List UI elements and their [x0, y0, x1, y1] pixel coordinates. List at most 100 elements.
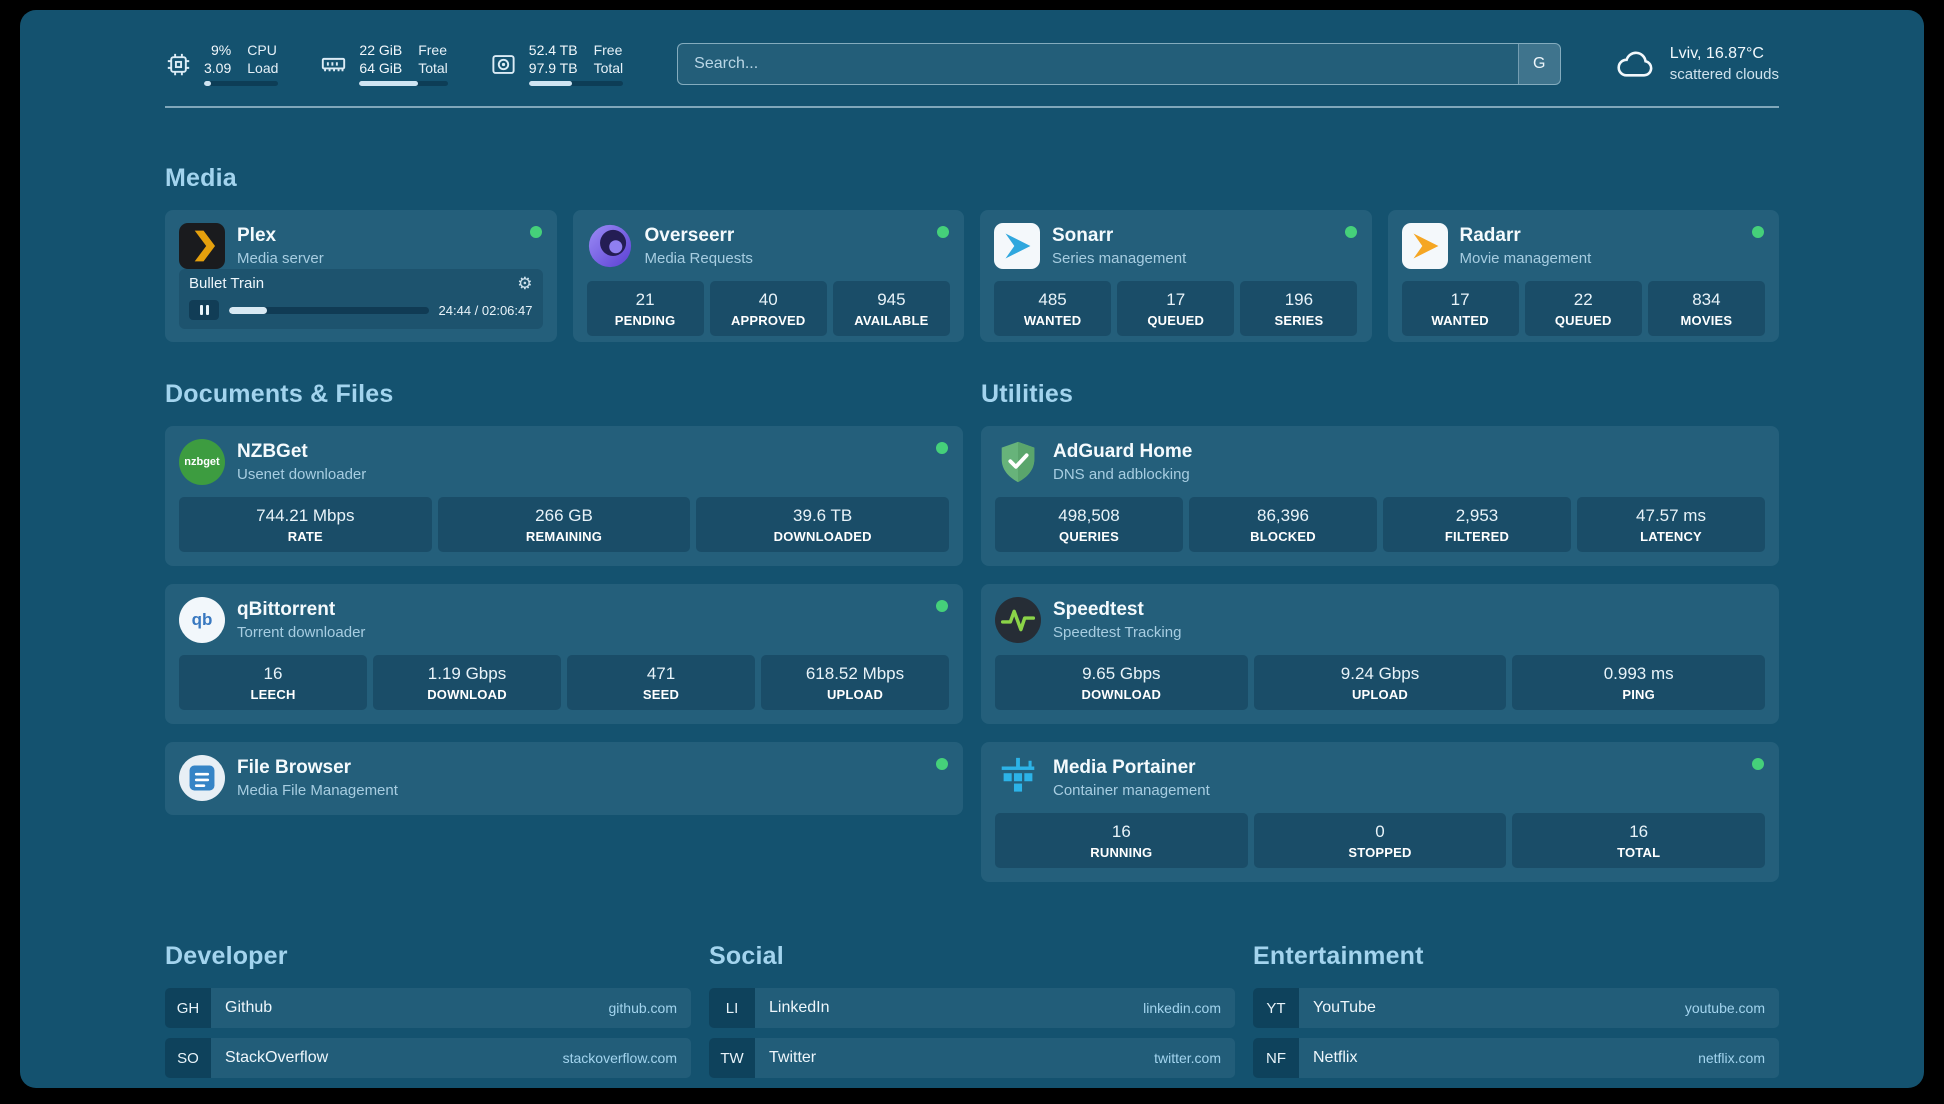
search-bar: G	[677, 43, 1561, 86]
section-documents: Documents & Files nzbget NZBGet Usenet d…	[165, 380, 963, 816]
disk-widget: 52.4 TB Free 97.9 TB Total	[490, 42, 624, 87]
bookmark-abbr: GH	[165, 988, 211, 1029]
stat-remaining: 266 GB REMAINING	[437, 497, 691, 553]
memory-free-value: 22 GiB	[359, 42, 403, 58]
service-card-nzbget[interactable]: nzbget NZBGet Usenet downloader 744.21 M…	[165, 426, 963, 567]
adguard-icon	[995, 439, 1041, 485]
service-subtitle: Container management	[1053, 782, 1210, 800]
stat-leech: 16 LEECH	[179, 655, 367, 711]
service-card-radarr[interactable]: Radarr Movie management 17 WANTED 22 QUE…	[1387, 210, 1779, 343]
bookmark-github[interactable]: GH Github github.com	[165, 988, 691, 1029]
service-card-adguard[interactable]: AdGuard Home DNS and adblocking 498,508 …	[981, 426, 1779, 567]
filebrowser-icon	[179, 755, 225, 802]
search-input[interactable]	[678, 44, 1518, 85]
service-card-filebrowser[interactable]: File Browser Media File Management	[165, 742, 963, 816]
qbittorrent-icon: qb	[179, 597, 225, 644]
bookmark-url: linkedin.com	[1143, 1000, 1221, 1017]
stat-stopped: 0 STOPPED	[1253, 813, 1507, 869]
service-name: File Browser	[237, 757, 352, 779]
stat-filtered: 2,953 FILTERED	[1383, 497, 1571, 553]
playback-time: 24:44 / 02:06:47	[438, 302, 533, 318]
section-social: Social LI LinkedIn linkedin.com TW Twitt…	[709, 942, 1235, 1088]
service-subtitle: Media File Management	[237, 782, 398, 800]
status-dot	[936, 442, 948, 455]
service-name: Radarr	[1459, 225, 1521, 247]
cloud-icon	[1615, 47, 1657, 81]
plex-now-playing: Bullet Train ⚙ 24:44 / 02:06:47	[179, 269, 543, 330]
cpu-widget: 9% CPU 3.09 Load	[165, 42, 279, 87]
bookmark-url: netflix.com	[1698, 1050, 1765, 1067]
service-name: Media Portainer	[1053, 757, 1196, 779]
bookmark-abbr: YT	[1253, 988, 1299, 1029]
service-subtitle: Torrent downloader	[237, 624, 366, 642]
disk-free-value: 52.4 TB	[528, 42, 578, 58]
resource-widgets: 9% CPU 3.09 Load	[165, 42, 624, 87]
bookmark-url: youtube.com	[1684, 1000, 1765, 1017]
service-name: Plex	[237, 225, 277, 247]
bookmark-abbr: LI	[709, 988, 755, 1029]
stat-available: 945 AVAILABLE	[832, 281, 950, 337]
bookmark-youtube[interactable]: YT YouTube youtube.com	[1253, 988, 1779, 1029]
stat-queued: 17 QUEUED	[1117, 281, 1235, 337]
bookmark-abbr: NF	[1253, 1038, 1299, 1079]
stat-upload: 9.24 Gbps UPLOAD	[1253, 655, 1507, 711]
status-dot	[529, 226, 542, 239]
pause-button[interactable]	[189, 300, 219, 321]
overseerr-icon	[587, 223, 633, 269]
service-card-portainer[interactable]: Media Portainer Container management 16 …	[981, 742, 1779, 883]
service-card-plex[interactable]: Plex Media server Bullet Train ⚙	[165, 210, 557, 343]
memory-icon	[320, 51, 347, 78]
stat-latency: 47.57 ms LATENCY	[1577, 497, 1765, 553]
stat-wanted: 17 WANTED	[1401, 281, 1519, 337]
section-title-utilities: Utilities	[981, 380, 1074, 409]
section-title-media: Media	[165, 164, 237, 193]
service-subtitle: Series management	[1052, 250, 1187, 268]
radarr-icon	[1401, 223, 1448, 270]
stat-ping: 0.993 ms PING	[1512, 655, 1765, 711]
bookmark-url: stackoverflow.com	[562, 1050, 677, 1067]
stat-rate: 744.21 Mbps RATE	[179, 497, 432, 553]
section-title-developer: Developer	[165, 942, 288, 971]
stat-pending: 21 PENDING	[586, 281, 704, 337]
bookmark-stackoverflow[interactable]: SO StackOverflow stackoverflow.com	[165, 1038, 691, 1079]
bookmark-name: StackOverflow	[225, 1049, 329, 1067]
service-name: qBittorrent	[237, 599, 336, 621]
service-name: AdGuard Home	[1053, 441, 1193, 463]
stat-total: 16 TOTAL	[1512, 813, 1765, 869]
bookmark-name: LinkedIn	[769, 999, 830, 1017]
playback-progress-bar[interactable]	[229, 306, 429, 314]
stat-series: 196 SERIES	[1240, 281, 1358, 337]
search-provider-button[interactable]: G	[1517, 44, 1560, 85]
stat-seed: 471 SEED	[567, 655, 755, 711]
cpu-progress-bar	[204, 81, 279, 87]
stat-wanted: 485 WANTED	[994, 281, 1112, 337]
bookmark-netflix[interactable]: NF Netflix netflix.com	[1253, 1038, 1779, 1079]
speedtest-icon	[995, 597, 1041, 644]
bookmark-name: Github	[225, 999, 273, 1017]
bookmark-linkedin[interactable]: LI LinkedIn linkedin.com	[709, 988, 1235, 1029]
weather-location: Lviv, 16.87°C	[1669, 45, 1764, 63]
bookmark-name: Netflix	[1313, 1049, 1358, 1067]
service-card-sonarr[interactable]: Sonarr Series management 485 WANTED 17 Q…	[980, 210, 1372, 343]
stat-download: 9.65 Gbps DOWNLOAD	[995, 655, 1248, 711]
bookmark-twitter[interactable]: TW Twitter twitter.com	[709, 1038, 1235, 1079]
stat-queries: 498,508 QUERIES	[995, 497, 1183, 553]
service-card-qbittorrent[interactable]: qb qBittorrent Torrent downloader 16	[165, 584, 963, 725]
cpu-load-label: Load	[247, 60, 279, 77]
memory-progress-bar	[359, 81, 448, 87]
memory-free-label: Free	[418, 42, 448, 58]
stat-download: 1.19 Gbps DOWNLOAD	[373, 655, 561, 711]
section-title-entertainment: Entertainment	[1253, 942, 1424, 971]
bookmark-name: YouTube	[1313, 999, 1376, 1017]
cpu-icon	[165, 51, 192, 78]
status-dot	[1344, 226, 1357, 239]
now-playing-title: Bullet Train	[189, 275, 265, 293]
service-card-overseerr[interactable]: Overseerr Media Requests 21 PENDING 40 A…	[572, 210, 964, 343]
sonarr-icon	[994, 223, 1040, 270]
gear-icon[interactable]: ⚙	[517, 274, 533, 294]
stat-downloaded: 39.6 TB DOWNLOADED	[696, 497, 949, 553]
bookmark-url: twitter.com	[1154, 1050, 1221, 1067]
disk-total-value: 97.9 TB	[528, 60, 578, 77]
service-card-speedtest[interactable]: Speedtest Speedtest Tracking 9.65 Gbps D…	[981, 584, 1779, 725]
service-subtitle: Media server	[237, 250, 324, 268]
